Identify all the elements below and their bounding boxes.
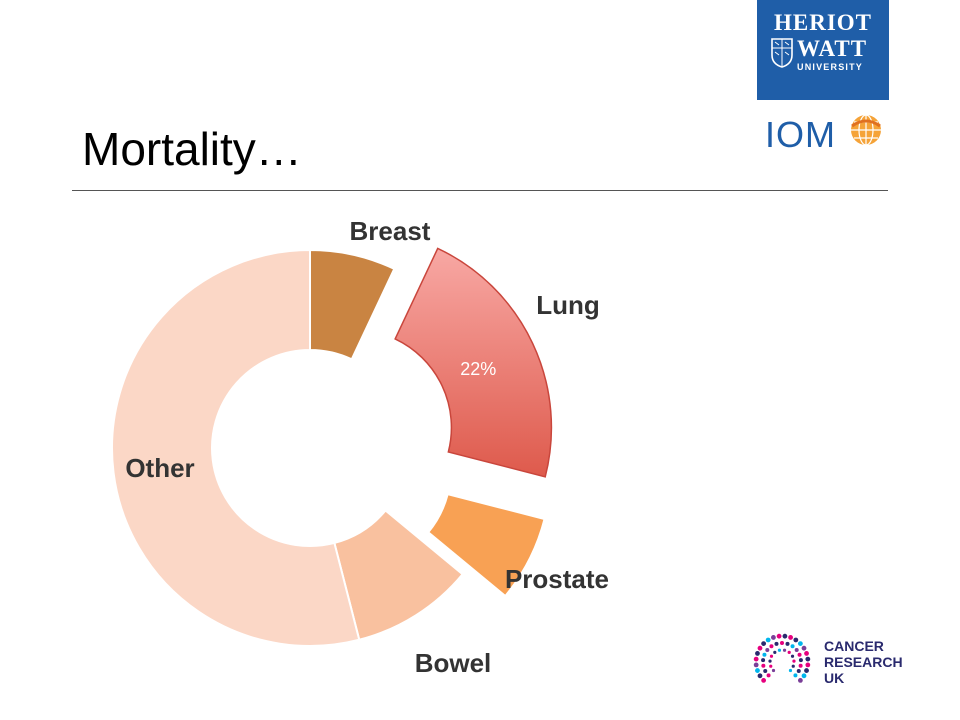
value-label-lung: 22%	[460, 359, 496, 379]
crest-icon	[771, 38, 793, 68]
heriot-watt-logo-line3: UNIVERSITY	[797, 62, 864, 72]
label-prostate: Prostate	[505, 564, 609, 594]
label-breast: Breast	[350, 216, 431, 246]
cruk-logo-line1: CANCER	[824, 638, 884, 654]
heriot-watt-logo-line2: WATT	[797, 36, 868, 61]
slice-breast	[309, 248, 396, 361]
slice-prostate	[426, 492, 546, 598]
label-lung: Lung	[536, 290, 600, 320]
label-bowel: Bowel	[415, 648, 492, 678]
cruk-logo-text: CANCER RESEARCH UK	[824, 638, 903, 686]
iom-logo-text: IOM	[765, 114, 836, 155]
slide-title: Mortality…	[82, 123, 302, 175]
cruk-logo-line2: RESEARCH	[824, 654, 903, 670]
slice-other	[111, 248, 361, 647]
slice-lung	[394, 247, 553, 478]
globe-icon	[851, 114, 881, 146]
label-other: Other	[125, 453, 194, 483]
heriot-watt-logo-line1: HERIOT	[773, 10, 873, 35]
cruk-logo-line3: UK	[824, 670, 845, 686]
cruk-logo-mark	[753, 633, 811, 683]
heriot-watt-logo: HERIOT WATT UNIVERSITY	[757, 0, 889, 100]
title-divider	[72, 190, 888, 191]
